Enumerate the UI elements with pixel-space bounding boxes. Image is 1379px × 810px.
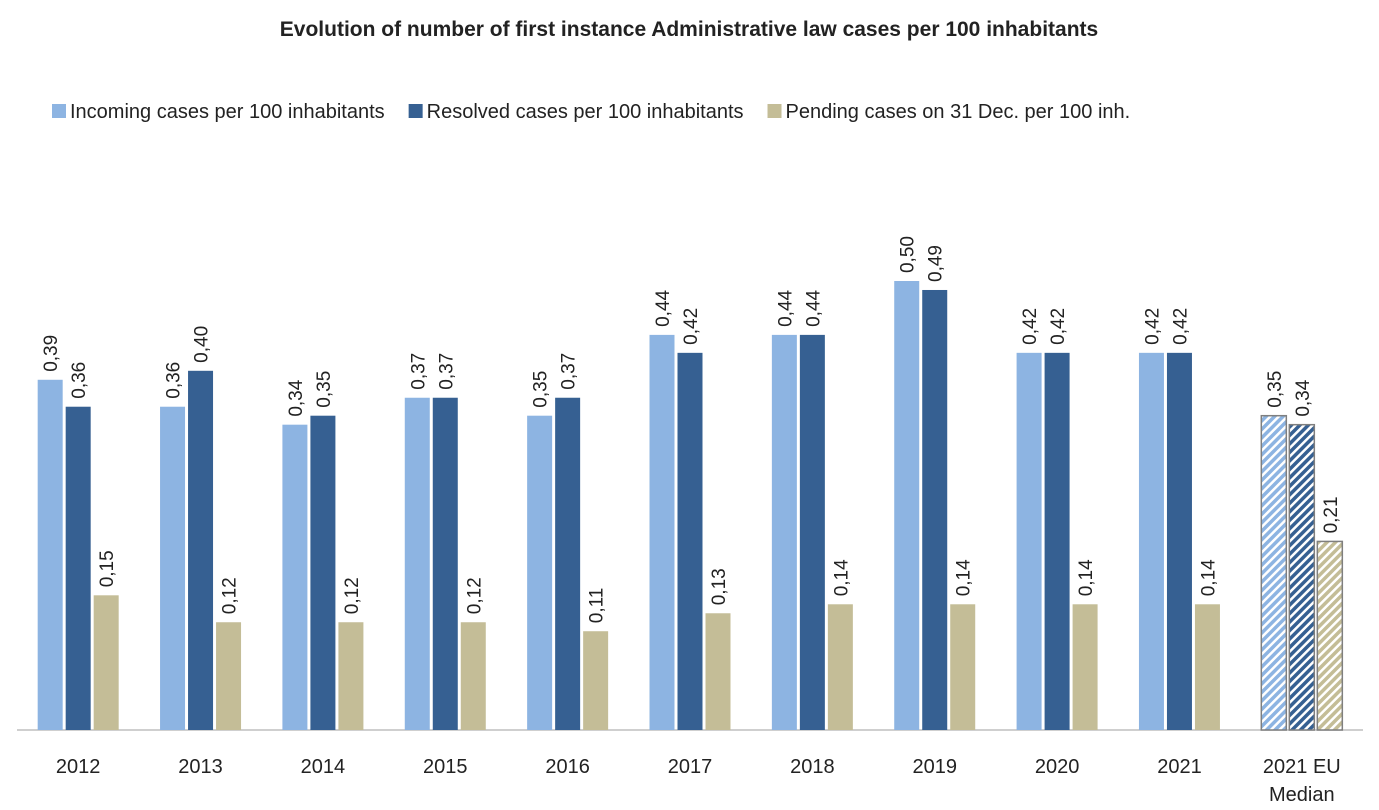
legend-swatch [767, 104, 782, 118]
bar [1260, 414, 1288, 731]
legend-label: Incoming cases per 100 inhabitants [70, 101, 385, 123]
data-label: 0,13 [709, 568, 730, 605]
data-label: 0,11 [587, 588, 608, 624]
x-tick-label: 2012 [56, 756, 101, 778]
data-label: 0,42 [681, 308, 702, 345]
data-label: 0,12 [464, 577, 485, 614]
bar [950, 604, 976, 730]
data-label: 0,42 [1020, 308, 1041, 345]
data-label: 0,34 [1293, 379, 1314, 416]
data-label: 0,15 [97, 550, 118, 587]
bar [93, 595, 119, 730]
data-label: 0,14 [954, 559, 975, 596]
x-tick-label: 2021 EU Median [1263, 756, 1341, 806]
bar [583, 631, 609, 730]
bar [1016, 352, 1042, 730]
data-label: 0,34 [286, 379, 307, 416]
bar [460, 622, 486, 730]
bar [216, 622, 242, 730]
bar [799, 334, 825, 730]
bar [432, 397, 458, 730]
x-tick-label: 2018 [790, 756, 835, 778]
data-label: 0,42 [1142, 308, 1163, 345]
bar [922, 289, 948, 730]
legend-swatch [408, 104, 423, 118]
data-label: 0,42 [1048, 308, 1069, 345]
data-label: 0,49 [926, 245, 947, 282]
data-label: 0,14 [831, 559, 852, 596]
bar [160, 406, 186, 730]
bar [1166, 352, 1192, 730]
bar [1138, 352, 1164, 730]
bar [404, 397, 430, 730]
data-label: 0,44 [803, 289, 824, 326]
bar [677, 352, 703, 730]
bar [649, 334, 675, 730]
data-label: 0,36 [164, 362, 185, 399]
legend-label: Pending cases on 31 Dec. per 100 inh. [786, 101, 1131, 123]
x-tick-label: 2013 [178, 756, 223, 778]
data-label: 0,36 [69, 362, 90, 399]
data-label: 0,37 [408, 353, 429, 390]
bar [1044, 352, 1070, 730]
bar [65, 406, 91, 730]
chart-title: Evolution of number of first instance Ad… [280, 18, 1098, 41]
x-tick-label: 2014 [301, 756, 346, 778]
data-label: 0,14 [1076, 559, 1097, 596]
data-label: 0,44 [653, 289, 674, 326]
data-label: 0,35 [531, 371, 552, 408]
data-label: 0,50 [898, 236, 919, 273]
data-label: 0,42 [1170, 308, 1191, 345]
bar [1194, 604, 1220, 730]
x-tick-label: 2019 [912, 756, 957, 778]
x-tick-label: 2021 [1157, 756, 1202, 778]
bar [1316, 540, 1344, 731]
data-label: 0,12 [342, 577, 363, 614]
bar [37, 379, 63, 730]
data-label: 0,39 [41, 335, 62, 372]
data-label: 0,35 [314, 371, 335, 408]
bar [1288, 423, 1316, 731]
bar [188, 370, 214, 730]
data-label: 0,12 [220, 577, 241, 614]
bar [555, 397, 581, 730]
x-tick-label: 2016 [545, 756, 590, 778]
x-tick-label: 2017 [668, 756, 713, 778]
bar [310, 415, 336, 730]
bar [894, 281, 920, 730]
x-tick-label: 2015 [423, 756, 468, 778]
data-label: 0,40 [192, 326, 213, 363]
bar [827, 604, 853, 730]
legend-label: Resolved cases per 100 inhabitants [427, 101, 744, 123]
data-label: 0,44 [775, 289, 796, 326]
data-label: 0,21 [1321, 496, 1342, 533]
data-label: 0,14 [1198, 559, 1219, 596]
bar [338, 622, 364, 730]
bar [1072, 604, 1098, 730]
bar [527, 415, 553, 730]
legend-swatch [52, 104, 66, 118]
bar [282, 424, 308, 730]
bar [705, 613, 731, 730]
data-label: 0,37 [436, 353, 457, 390]
x-tick-label: 2020 [1035, 756, 1080, 778]
data-label: 0,37 [559, 353, 580, 390]
data-label: 0,35 [1265, 371, 1286, 408]
bar [771, 334, 797, 730]
